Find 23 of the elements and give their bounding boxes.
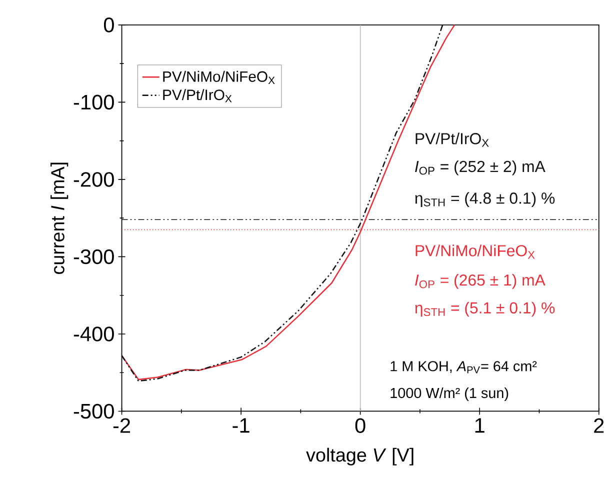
x-tick-label: 2 xyxy=(594,418,604,433)
x-tick-label: 0 xyxy=(355,418,366,433)
annotation: PV/Pt/IrO$_{X}$ xyxy=(416,132,489,147)
x-axis-title: voltage V [V] xyxy=(306,448,414,466)
y-axis-title: current I [mA] xyxy=(50,162,68,274)
annotation: η$_{STH}$ = (5.1 ± 0.1) % xyxy=(415,302,555,317)
y-tick-label: -200 xyxy=(74,172,114,187)
annotation: η$_{STH}$ = (4.8 ± 0.1) % xyxy=(415,192,555,207)
annotation: I$_{OP}$ = (265 ± 1) mA xyxy=(415,274,546,289)
y-tick-label: 0 xyxy=(104,18,114,32)
x-tick-label: -2 xyxy=(113,418,130,433)
annotation: PV/NiMo/NiFeO$_{X}$ xyxy=(416,244,535,259)
x-tick-label: -1 xyxy=(232,418,250,433)
legend-label: PV/Pt/IrO$_{X}$ xyxy=(163,89,232,102)
legend-label: PV/NiMo/NiFeO$_{X}$ xyxy=(163,70,275,84)
y-tick-label: -100 xyxy=(74,94,114,110)
y-tick-label: -400 xyxy=(74,326,114,342)
annotation: 1000 W/m² (1 sun) xyxy=(390,387,508,401)
y-tick-label: -500 xyxy=(74,404,114,419)
y-tick-label: -300 xyxy=(74,249,114,264)
annotation: 1 M KOH, A$_{PV}$= 64 cm² xyxy=(390,361,537,374)
annotation: I$_{OP}$ = (252 ± 2) mA xyxy=(415,160,546,176)
x-tick-label: 1 xyxy=(475,418,484,433)
